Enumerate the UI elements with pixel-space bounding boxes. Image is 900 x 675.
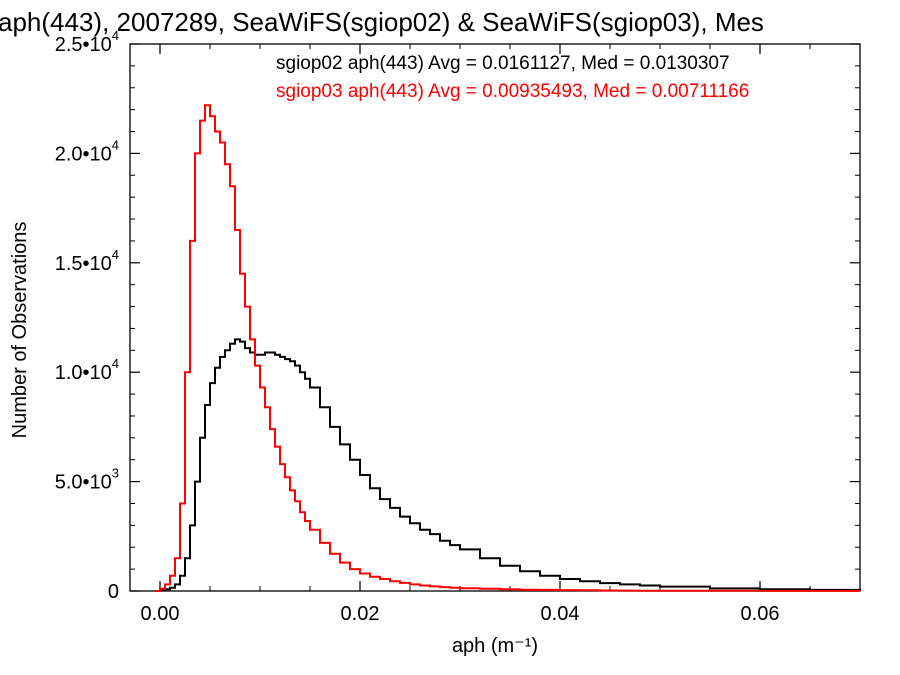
x-tick-label: 0.06 xyxy=(741,603,780,625)
y-tick-label: 1.0•104 xyxy=(55,356,119,384)
y-tick-label: 5.0•103 xyxy=(55,466,119,494)
y-tick-label: 0 xyxy=(108,581,119,603)
y-axis-title: Number of Observations xyxy=(9,222,31,439)
x-tick-label: 0.04 xyxy=(541,603,580,625)
x-tick-label: 0.00 xyxy=(141,603,180,625)
series-line-sgiop03 xyxy=(155,104,861,592)
y-tick-label: 2.0•104 xyxy=(55,137,119,165)
series-line-sgiop02 xyxy=(155,338,861,592)
series-stats-sgiop02: sgiop02 aph(443) Avg = 0.0161127, Med = … xyxy=(276,53,730,74)
y-tick-label: 1.5•104 xyxy=(55,247,119,275)
series-stats-sgiop03: sgiop03 aph(443) Avg = 0.00935493, Med =… xyxy=(276,81,749,102)
x-tick-labels: 0.00 0.02 0.04 0.06 xyxy=(141,603,780,625)
plot-frame xyxy=(129,43,861,592)
chart-title: aph(443), 2007289, SeaWiFS(sgiop02) & Se… xyxy=(0,7,764,37)
y-tick-label: 2.5•104 xyxy=(55,28,119,56)
series-layer xyxy=(155,104,861,592)
x-axis-title: aph (m⁻¹) xyxy=(452,635,538,657)
axis-ticks xyxy=(130,43,861,592)
x-tick-label: 0.02 xyxy=(341,603,380,625)
y-tick-labels: 0 5.0•103 1.0•104 1.5•104 2.0•104 2.5•104 xyxy=(55,28,119,603)
